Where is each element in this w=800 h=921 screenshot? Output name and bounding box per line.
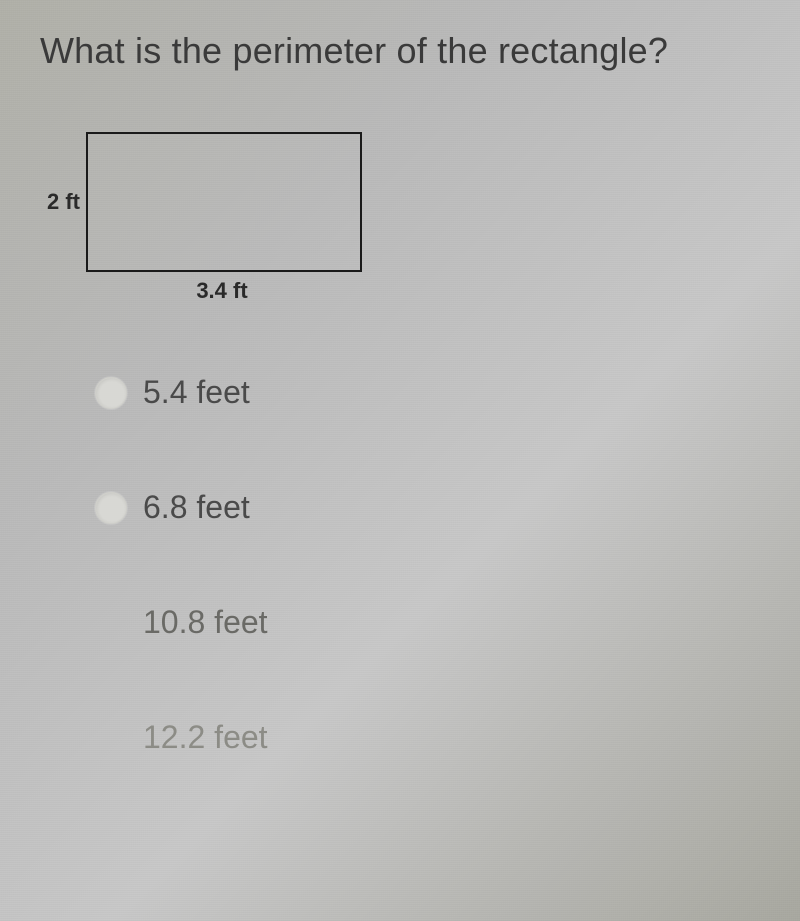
option-label: 6.8 feet	[143, 489, 250, 526]
height-label: 2 ft	[40, 189, 80, 215]
width-label: 3.4 ft	[86, 278, 358, 304]
option-2[interactable]: 6.8 feet	[95, 489, 760, 526]
option-3[interactable]: 10.8 feet	[95, 604, 760, 641]
option-1[interactable]: 5.4 feet	[95, 374, 760, 411]
option-label: 5.4 feet	[143, 374, 250, 411]
rectangle-shape	[86, 132, 362, 272]
answer-options: 5.4 feet 6.8 feet 10.8 feet 12.2 feet	[95, 374, 760, 756]
figure-row: 2 ft	[40, 132, 760, 272]
radio-icon[interactable]	[95, 377, 127, 409]
rectangle-figure: 2 ft 3.4 ft	[40, 132, 760, 304]
option-label: 10.8 feet	[143, 604, 268, 641]
radio-icon[interactable]	[95, 492, 127, 524]
option-4[interactable]: 12.2 feet	[95, 719, 760, 756]
question-text: What is the perimeter of the rectangle?	[40, 30, 760, 72]
option-label: 12.2 feet	[143, 719, 268, 756]
question-container: What is the perimeter of the rectangle? …	[0, 0, 800, 756]
